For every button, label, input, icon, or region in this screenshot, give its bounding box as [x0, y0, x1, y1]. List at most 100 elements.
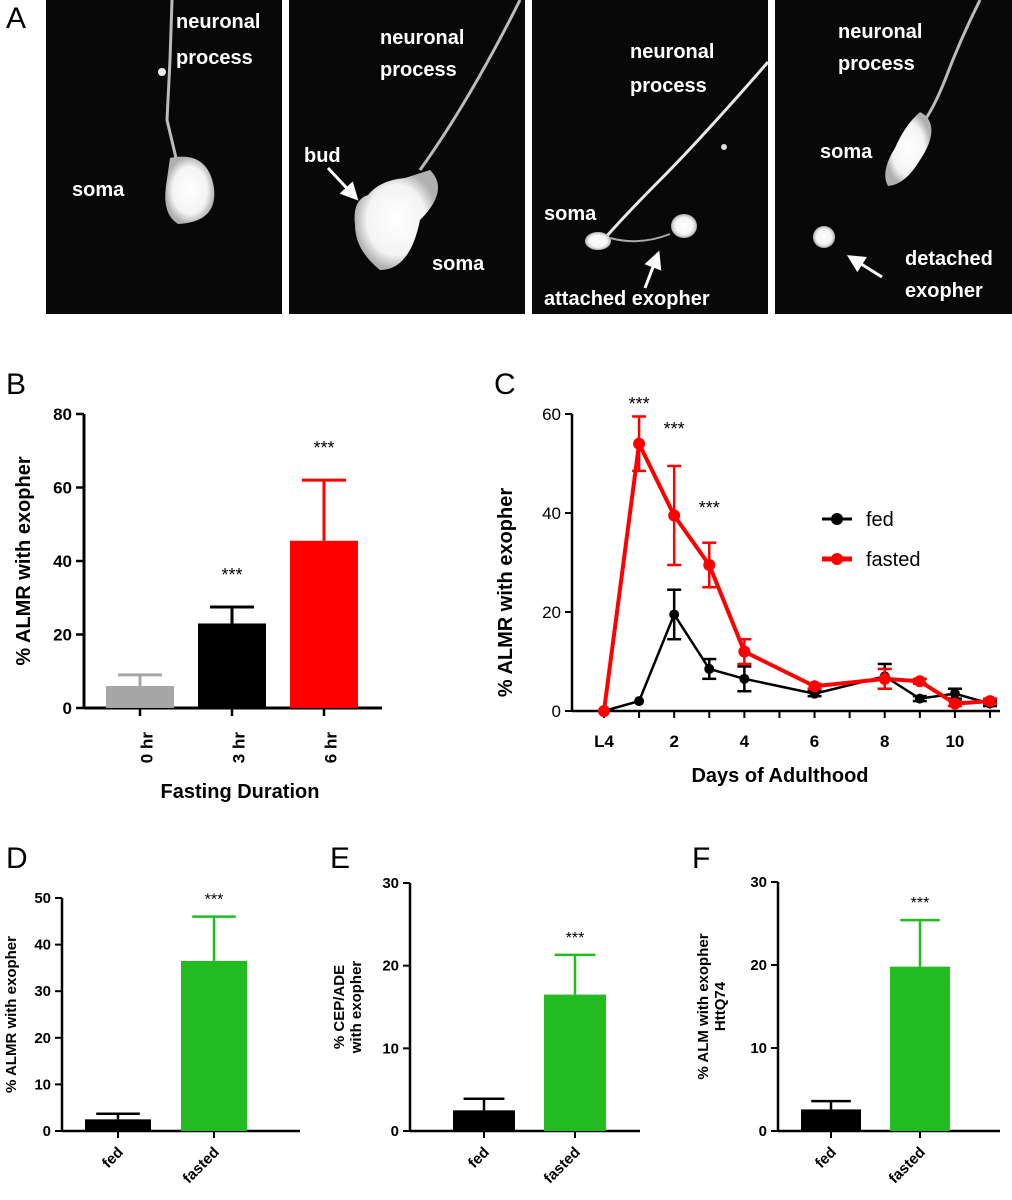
micrograph-1-label-process: process — [176, 47, 253, 69]
significance-label: *** — [221, 565, 242, 585]
y-axis-label-line: with exopher — [348, 961, 365, 1055]
data-point-fasted — [913, 675, 926, 688]
bar-fed — [85, 1119, 151, 1131]
legend-label-fasted: fasted — [866, 549, 920, 571]
panel-label-a: A — [6, 2, 26, 35]
x-tick-label: 10 — [945, 732, 964, 751]
y-tick-label: 50 — [34, 890, 51, 907]
data-point-fed — [739, 673, 750, 684]
bar-6hr — [290, 540, 358, 708]
micrograph-4-label-neuronal: neuronal — [838, 21, 922, 43]
y-tick-label: 20 — [53, 626, 72, 645]
bar-fed — [801, 1109, 861, 1131]
x-tick-label: fed — [465, 1144, 493, 1172]
bar-fasted — [890, 966, 950, 1131]
micrograph-4-label-detached: detached — [905, 248, 993, 270]
y-axis-label-line: % ALMR with exopher — [3, 936, 20, 1093]
y-tick-label: 40 — [53, 552, 72, 571]
micrograph-3-soma-shape — [585, 232, 611, 250]
y-tick-label: 0 — [43, 1123, 51, 1140]
y-tick-label: 20 — [542, 603, 561, 622]
micrograph-2-label-neuronal: neuronal — [380, 27, 464, 49]
micrograph-2-label-process: process — [380, 59, 457, 81]
y-tick-label: 60 — [542, 405, 561, 424]
legend-label-fed: fed — [866, 509, 894, 531]
y-tick-label: 60 — [53, 479, 72, 498]
bar-chart-d: 0 10 20 30 40 50 fed fasted *** % ALMR with exoph… — [3, 890, 300, 1187]
x-tick-label: 6 hr — [321, 732, 340, 764]
data-point-fasted — [703, 558, 716, 571]
bar-fasted — [181, 960, 247, 1131]
micrograph-4-label-exopher: exopher — [905, 280, 983, 302]
panel-label-d: D — [6, 842, 28, 875]
x-tick-label: 0 hr — [137, 732, 156, 764]
significance-label: *** — [911, 895, 930, 912]
micrograph-3-label-soma: soma — [544, 203, 597, 225]
micrograph-4-label-process: process — [838, 53, 915, 75]
x-tick-label: L4 — [594, 732, 614, 751]
data-point-fed — [634, 696, 645, 707]
significance-label: *** — [629, 394, 650, 414]
x-tick-label: 6 — [810, 732, 819, 751]
micrograph-3-label-process: process — [630, 75, 707, 97]
micrograph-4-exopher-shape — [813, 226, 835, 248]
y-axis-label-line: % ALM with exopher — [695, 933, 712, 1079]
y-axis-label: % ALM with exopherHttQ74 — [695, 933, 729, 1079]
micrograph-4-label-soma: soma — [820, 141, 873, 163]
series-fasted — [598, 415, 997, 717]
series-line-fed — [603, 611, 991, 713]
bar-fed — [453, 1110, 515, 1131]
micrograph-2-process — [418, 0, 522, 171]
data-point-fed — [704, 663, 715, 674]
data-point-fasted — [948, 697, 961, 710]
y-axis-label: % ALMR with exopher — [13, 456, 35, 665]
line-chart-c: 0 20 40 60 L4 2 4 6 8 10 *** *** *** fed fasted % ALMR … — [495, 394, 1000, 787]
micrograph-4: neuronal process soma detached exopher — [775, 0, 1012, 314]
y-tick-label: 10 — [750, 1040, 767, 1057]
x-tick-label: fed — [99, 1144, 127, 1172]
micrograph-3-label-neuronal: neuronal — [630, 41, 714, 63]
data-point-fasted — [668, 509, 681, 522]
micrograph-2-arrow — [326, 166, 359, 201]
panel-label-e: E — [330, 842, 350, 875]
y-axis-label: % ALMR with exopher — [495, 488, 517, 697]
bar-chart-b: 0 20 40 60 80 0 hr 3 hr *** 6 hr *** % ALMR with e… — [13, 405, 382, 803]
bar-chart-e: 0 10 20 30 fed fasted *** % CEP/ADEwith exopher — [331, 875, 640, 1187]
micrograph-2-label-bud: bud — [304, 145, 341, 167]
micrograph-4-arrow — [846, 255, 883, 279]
micrograph-2-soma-shape — [354, 170, 438, 270]
micrograph-3-label-exopher: attached exopher — [544, 288, 710, 310]
micrograph-2-background — [289, 0, 525, 314]
micrograph-3-exopher-shape — [671, 214, 697, 238]
micrograph-1-varicosity — [158, 68, 166, 76]
y-tick-label: 40 — [34, 937, 51, 954]
x-tick-label: 4 — [740, 732, 750, 751]
micrograph-2: neuronal process bud soma — [289, 0, 525, 314]
significance-label: *** — [566, 930, 585, 947]
y-tick-label: 30 — [382, 875, 399, 892]
micrograph-3: neuronal process soma attached exopher — [532, 0, 770, 314]
micrograph-1-process — [165, 0, 178, 159]
series-fed — [599, 588, 997, 716]
y-axis-label: % CEP/ADEwith exopher — [331, 961, 365, 1055]
y-axis-label-line: % CEP/ADE — [331, 965, 348, 1049]
micrograph-3-speck — [721, 144, 727, 150]
legend-swatch-marker-fasted — [831, 553, 843, 565]
y-axis-label-line: HttQ74 — [712, 981, 729, 1031]
panel-label-b: B — [6, 368, 26, 401]
data-point-fasted — [598, 705, 610, 717]
data-point-fed — [914, 693, 925, 704]
data-point-fasted — [738, 645, 751, 658]
y-tick-label: 30 — [34, 983, 51, 1000]
micrograph-1-background — [46, 0, 282, 314]
micrograph-3-tether — [609, 233, 671, 243]
panel-label-f: F — [692, 842, 710, 875]
series-line-fasted — [602, 436, 991, 712]
x-axis-label: Days of Adulthood — [691, 765, 868, 787]
x-tick-label: fasted — [180, 1144, 223, 1187]
data-point-fasted — [808, 680, 821, 693]
micrograph-1-soma-shape — [165, 156, 215, 224]
data-point-fasted — [878, 672, 891, 685]
